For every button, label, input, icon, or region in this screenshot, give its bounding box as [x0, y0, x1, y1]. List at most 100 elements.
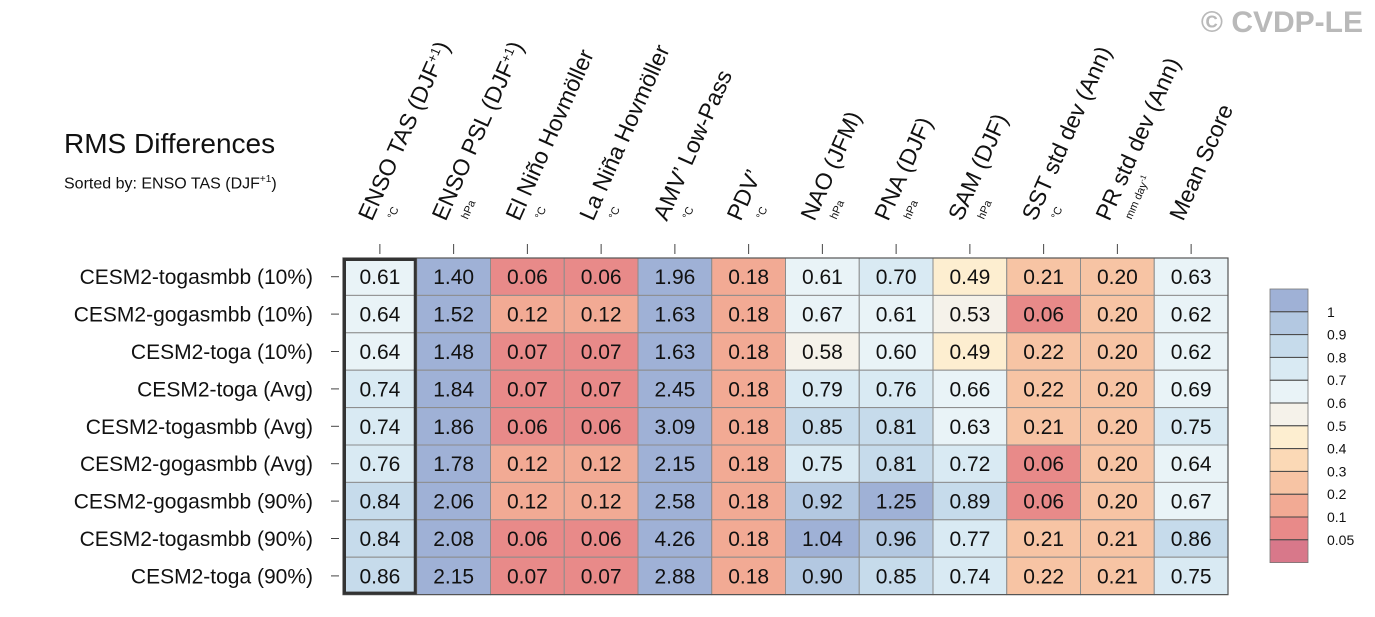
cell-value: 0.12: [581, 304, 622, 327]
cell-value: 0.76: [876, 378, 917, 401]
cell-value: 0.63: [1171, 266, 1212, 289]
colorbar-label: 0.05: [1327, 532, 1354, 548]
heatmap-cell: [1080, 407, 1155, 446]
heatmap-cell: [1080, 481, 1155, 521]
cell-value: 0.18: [728, 453, 769, 476]
heatmap-cell: [1153, 481, 1229, 521]
column-unit: hPa: [902, 198, 921, 222]
heatmap-cell: [563, 407, 639, 446]
heatmap-cell: [563, 556, 639, 596]
cell-value: 2.58: [654, 491, 695, 514]
cell-value: 0.21: [1097, 565, 1138, 588]
heatmap-cell: [563, 332, 639, 371]
cell-value: 0.12: [507, 491, 548, 514]
cell-value: 0.12: [581, 491, 622, 514]
cell-value: 0.64: [359, 341, 400, 364]
cell-value: 0.21: [1097, 528, 1138, 551]
cell-value: 3.09: [654, 416, 695, 439]
cell-value: 1.96: [654, 266, 695, 289]
cell-value: 0.90: [802, 565, 843, 588]
cell-value: 0.86: [359, 565, 400, 588]
heatmap-cell: [637, 294, 713, 334]
heatmap-cell: [490, 556, 565, 596]
cell-value: 1.84: [433, 378, 474, 401]
cell-value: 0.85: [876, 565, 917, 588]
heatmap-cell: [490, 481, 565, 521]
heatmap-cell: [416, 481, 491, 521]
heatmap-cell: [785, 519, 860, 558]
heatmap-cell: [858, 257, 934, 296]
heatmap-cell: [416, 556, 491, 596]
cell-value: 0.74: [949, 565, 990, 588]
cell-value: 1.04: [802, 528, 843, 551]
cell-value: 0.20: [1097, 266, 1138, 289]
colorbar-segment: [1269, 425, 1309, 449]
heatmap-cell: [637, 556, 713, 596]
heatmap-cell: [711, 444, 786, 483]
cell-value: 0.07: [581, 378, 622, 401]
heatmap-cell: [1080, 294, 1155, 334]
colorbar-segment: [1269, 334, 1309, 358]
heatmap-cell: [1006, 407, 1081, 446]
cell-value: 0.18: [728, 378, 769, 401]
cell-value: 0.06: [507, 266, 548, 289]
cell-value: 0.84: [359, 528, 400, 551]
colorbar-label: 0.7: [1327, 372, 1347, 388]
cell-value: 2.15: [433, 565, 474, 588]
column-label: AMV’ Low-Pass: [648, 66, 737, 224]
cell-value: 1.48: [433, 341, 474, 364]
column-unit: hPa: [976, 198, 995, 222]
heatmap-cell: [932, 519, 1008, 558]
heatmap-cell: [1006, 332, 1081, 371]
heatmap-cell: [416, 332, 491, 371]
cell-value: 0.12: [507, 453, 548, 476]
heatmap-cell: [1006, 257, 1081, 296]
heatmap-cell: [1153, 332, 1229, 371]
heatmap-cell: [858, 444, 934, 483]
heatmap-cell: [1006, 556, 1081, 596]
cell-value: 0.72: [949, 453, 990, 476]
heatmap-cell: [858, 369, 934, 409]
heatmap-cell: [490, 332, 565, 371]
cell-value: 0.75: [1171, 565, 1212, 588]
cell-value: 0.21: [1023, 416, 1064, 439]
cell-value: 0.62: [1171, 341, 1212, 364]
heatmap-cell: [563, 519, 639, 558]
cell-value: 0.12: [581, 453, 622, 476]
cell-value: 1.86: [433, 416, 474, 439]
cell-value: 0.18: [728, 565, 769, 588]
heatmap-cell: [1080, 257, 1155, 296]
cell-value: 0.49: [949, 266, 990, 289]
row-label: CESM2-togasmbb (10%): [80, 266, 313, 289]
cell-value: 4.26: [654, 528, 695, 551]
heatmap-cell: [711, 519, 786, 558]
column-unit: °C: [754, 205, 770, 221]
column-unit: °C: [533, 205, 549, 221]
watermark: © CVDP-LE: [1200, 6, 1363, 39]
cell-value: 0.18: [728, 491, 769, 514]
cell-value: 0.62: [1171, 304, 1212, 327]
cell-value: 0.67: [1171, 491, 1212, 514]
heatmap-cell: [711, 481, 786, 521]
cell-value: 0.06: [581, 528, 622, 551]
cell-value: 0.70: [876, 266, 917, 289]
cell-value: 0.49: [949, 341, 990, 364]
heatmap-cell: [1153, 556, 1229, 596]
heatmap-cell: [1080, 444, 1155, 483]
cell-value: 0.06: [507, 528, 548, 551]
colorbar-segment: [1269, 311, 1309, 335]
column-unit: °C: [1049, 205, 1065, 221]
heatmap-cell: [416, 407, 491, 446]
colorbar-segment: [1269, 448, 1309, 472]
cell-value: 0.75: [802, 453, 843, 476]
heatmap-cell: [858, 519, 934, 558]
heatmap-cell: [1006, 481, 1081, 521]
colorbar-label: 0.1: [1327, 509, 1347, 525]
cell-value: 0.18: [728, 266, 769, 289]
heatmap-cell: [858, 556, 934, 596]
heatmap-cell: [1153, 407, 1229, 446]
cell-value: 0.85: [802, 416, 843, 439]
cell-value: 1.63: [654, 304, 695, 327]
heatmap-cell: [711, 294, 786, 334]
row-label: CESM2-togasmbb (Avg): [86, 416, 313, 439]
